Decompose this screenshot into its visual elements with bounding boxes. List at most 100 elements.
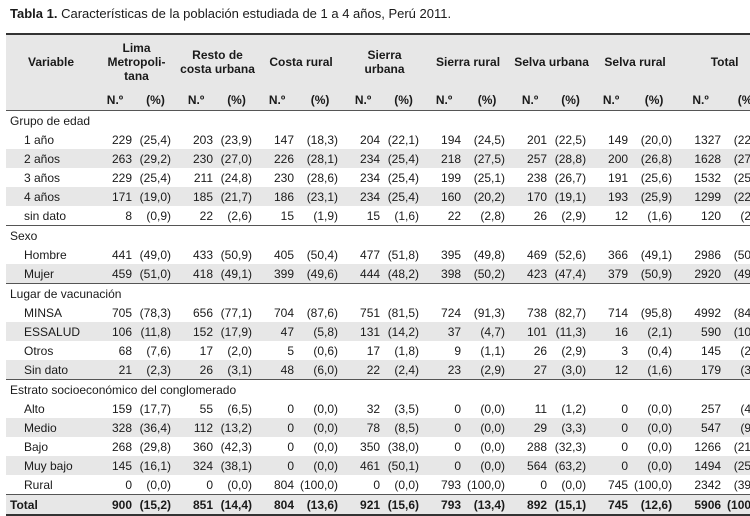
section-row: Lugar de vacunación [6,283,750,303]
count-cell: 0 [96,475,134,495]
count-cell: 147 [274,132,295,147]
percent-cell: (50,4) [306,247,339,262]
section-title: Estrato socioeconómico del conglomerado [6,379,750,399]
count-cell: 26 [511,206,550,226]
count-cell: 234 [344,149,383,168]
count-cell: 78 [344,418,383,437]
percent-cell: (1,6) [382,206,426,226]
percent-cell: (2,9) [549,206,593,226]
percent-cell: (0,0) [549,475,593,495]
percent-cell: (52,6) [554,247,587,262]
count-cell: 0 [592,456,631,475]
count-cell: 32 [366,401,381,416]
count-cell: 201 [527,132,548,147]
percent-cell: (1,8) [394,343,420,358]
count-cell: 1299 [678,187,724,206]
percent-cell: (25,4) [139,170,172,185]
section-title: Lugar de vacunación [6,283,750,303]
percent-cell: (4,4) [740,401,750,416]
count-cell: 17 [199,343,214,358]
count-cell: 27 [511,360,550,380]
count-cell: 120 [678,206,724,226]
percent-cell: (27,5) [463,149,512,168]
table-row: Hombre 441 (49,0) 433 (50,9) 405 (50,4) 477 (51,… [6,245,750,264]
count-cell: 131 [344,322,383,341]
percent-cell: (95,8) [640,305,673,320]
table-row: Muy bajo 145 (16,1) 324 (38,1) 0 (0,0) 461 (50,1… [6,456,750,475]
percent-cell: (0,0) [647,439,673,454]
count-cell: 0 [454,401,462,416]
total-count-cell: 921 [344,494,383,516]
count-cell: 399 [258,264,297,284]
percent-cell: (17,9) [215,322,259,341]
count-cell: 379 [592,264,631,284]
subheader-percent: (%) [549,89,593,111]
count-cell: 0 [258,418,297,437]
count-cell: 477 [360,247,381,262]
count-cell: 1532 [694,170,722,185]
percent-cell: (3,1) [215,360,259,380]
row-label: Medio [6,418,96,437]
table-row: 3 años 229 (25,4) 211 (24,8) 230 (28,6) 234 (25,… [6,168,750,187]
percent-cell: (1,9) [296,206,345,226]
percent-cell: (25,6) [640,170,673,185]
count-cell: 185 [177,187,216,206]
percent-cell: (0,0) [463,456,512,475]
total-row: Total 900 (15,2) 851 (14,4) 804 (13,6) 921 (15,6… [6,494,750,516]
count-cell: 1628 [678,149,724,168]
count-cell: 101 [511,322,550,341]
count-cell: 469 [527,247,548,262]
count-cell: 2986 [694,247,722,262]
percent-cell: (0,0) [463,418,512,437]
count-cell: 405 [274,247,295,262]
percent-cell: (21,4) [733,439,750,454]
percent-cell: (2,9) [463,360,512,380]
row-label: sin dato [6,206,96,226]
total-percent-cell: (100,0) [723,494,750,516]
count-cell: 444 [344,264,383,284]
percent-cell: (18,3) [306,132,339,147]
section-row: Estrato socioeconómico del conglomerado [6,379,750,399]
percent-cell: (49,1) [215,264,259,284]
count-cell: 590 [678,322,724,341]
percent-cell: (1,2) [561,401,587,416]
percent-cell: (6,5) [227,401,253,416]
count-cell: 229 [111,170,132,185]
count-cell: 199 [441,170,462,185]
count-cell: 418 [177,264,216,284]
percent-cell: (38,0) [387,439,420,454]
subheader-percent: (%) [296,89,345,111]
percent-cell: (3,5) [394,401,420,416]
count-cell: 23 [425,360,464,380]
subheader-count: N.º [592,89,631,111]
count-cell: 15 [344,206,383,226]
percent-cell: (25,4) [382,149,426,168]
table-row: 4 años 171 (19,0) 185 (21,7) 186 (23,1) 234 (25,… [6,187,750,206]
percent-cell: (2,8) [463,206,512,226]
count-cell: 547 [678,418,724,437]
percent-cell: (16,1) [134,456,178,475]
column-header-variable: Variable [6,33,96,89]
count-cell: 29 [511,418,550,437]
subheader-count: N.º [258,89,297,111]
percent-cell: (7,6) [146,343,172,358]
total-count-cell: 804 [258,494,297,516]
count-cell: 2920 [678,264,724,284]
count-cell: 145 [701,343,722,358]
percent-cell: (22,0) [723,187,750,206]
count-cell: 193 [592,187,631,206]
percent-cell: (25,4) [139,132,172,147]
percent-cell: (0,0) [313,401,339,416]
percent-cell: (0,0) [382,475,426,495]
percent-cell: (22,5) [733,132,750,147]
column-header-lima: Lima Metropoli-tana [96,33,178,89]
subheader-percent: (%) [723,89,750,111]
count-cell: 0 [425,418,464,437]
percent-cell: (8,5) [382,418,426,437]
count-cell: 22 [425,206,464,226]
row-label: 4 años [6,187,96,206]
count-cell: 0 [621,401,629,416]
count-cell: 804 [258,475,297,495]
percent-cell: (1,1) [480,343,506,358]
total-count-cell: 5906 [678,494,724,516]
